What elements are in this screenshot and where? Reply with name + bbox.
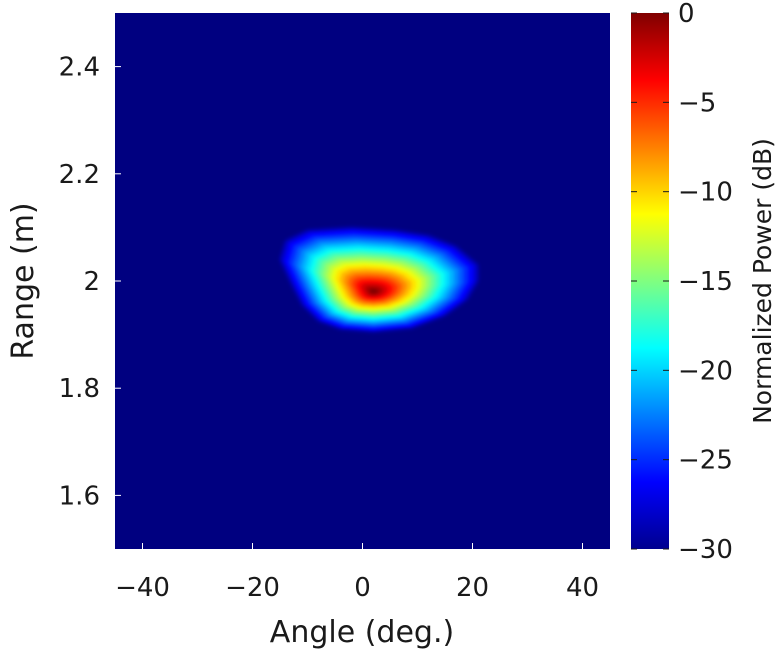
colorbar: 0 −5 −10 −15 −20 −25 −30 Normalized Power (dB)	[631, 0, 777, 565]
colorbar-tick-label: −20	[678, 356, 733, 386]
colorbar-tick-label: −15	[678, 267, 733, 297]
colorbar-tick-label: −5	[678, 88, 716, 118]
colorbar-tick-label: −25	[678, 446, 733, 476]
y-axis-ticks: 1.6 1.8 2 2.2 2.4	[59, 53, 121, 511]
y-axis-title: Range (m)	[6, 202, 41, 359]
colorbar-tick-label: −30	[678, 535, 733, 565]
colorbar-ticks: 0 −5 −10 −15 −20 −25 −30	[631, 0, 733, 565]
colorbar-tick-label: −10	[678, 178, 733, 208]
x-axis-ticks: −40 −20 0 20 40	[115, 543, 599, 603]
x-axis-title: Angle (deg.)	[270, 615, 454, 650]
plot-area	[115, 13, 610, 549]
x-tick-label: 20	[456, 573, 489, 603]
x-tick-label: 40	[566, 573, 599, 603]
hotspot-contour-band	[369, 288, 379, 294]
x-tick-label: −20	[225, 573, 280, 603]
y-tick-label: 2	[83, 267, 100, 297]
y-tick-label: 2.2	[59, 160, 100, 190]
colorbar-tick-label: 0	[678, 0, 695, 29]
colorbar-gradient	[631, 13, 669, 549]
y-tick-label: 1.6	[59, 481, 100, 511]
x-tick-label: 0	[354, 573, 371, 603]
colorbar-title: Normalized Power (dB)	[748, 138, 777, 424]
y-tick-label: 1.8	[59, 374, 100, 404]
heatmap-hotspot	[280, 227, 478, 332]
y-tick-label: 2.4	[59, 53, 100, 83]
x-tick-label: −40	[115, 573, 170, 603]
